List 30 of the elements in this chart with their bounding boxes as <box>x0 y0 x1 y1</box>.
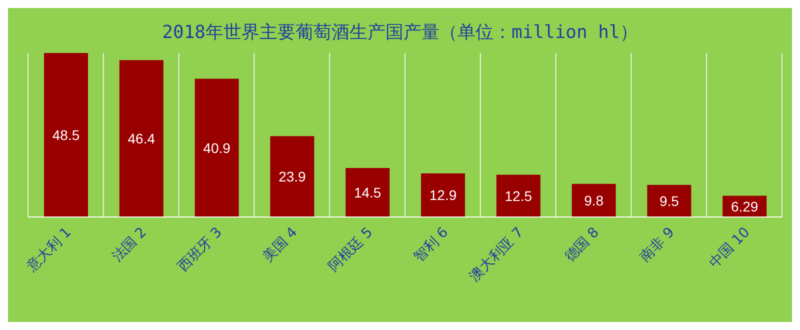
x-tick-label: 阿根廷 5 <box>326 224 376 275</box>
data-label: 40.9 <box>203 140 231 156</box>
x-tick-label: 澳大利亚 7 <box>466 224 527 285</box>
bar <box>572 184 616 217</box>
bar <box>270 136 314 217</box>
data-label: 9.8 <box>584 192 604 208</box>
data-label: 48.5 <box>52 126 80 143</box>
bar <box>44 53 88 217</box>
x-tick-label: 中国 10 <box>706 224 754 272</box>
data-label: 6.29 <box>730 198 758 214</box>
data-label: 46.4 <box>128 130 156 147</box>
bar <box>346 168 390 217</box>
data-label: 14.5 <box>354 184 382 200</box>
data-label: 9.5 <box>659 192 680 209</box>
x-tick-label: 美国 4 <box>260 224 301 266</box>
bar <box>119 60 164 217</box>
data-label: 12.5 <box>504 188 532 204</box>
data-label: 12.9 <box>429 187 457 204</box>
x-tick-label: 法国 2 <box>109 224 150 266</box>
x-tick-label: 智利 6 <box>410 224 452 266</box>
x-tick-label: 西班牙 3 <box>174 224 226 275</box>
bar <box>421 173 465 217</box>
x-tick-label: 南非 9 <box>637 224 678 266</box>
bar <box>194 78 239 217</box>
chart-title: 2018年世界主要葡萄酒生产国产量（单位：million hl） <box>161 21 639 44</box>
x-tick-label: 德国 8 <box>562 224 602 266</box>
data-label: 23.9 <box>278 168 306 185</box>
bar <box>647 184 692 217</box>
bar <box>496 174 540 217</box>
x-tick-label: 意大利 1 <box>23 224 75 276</box>
